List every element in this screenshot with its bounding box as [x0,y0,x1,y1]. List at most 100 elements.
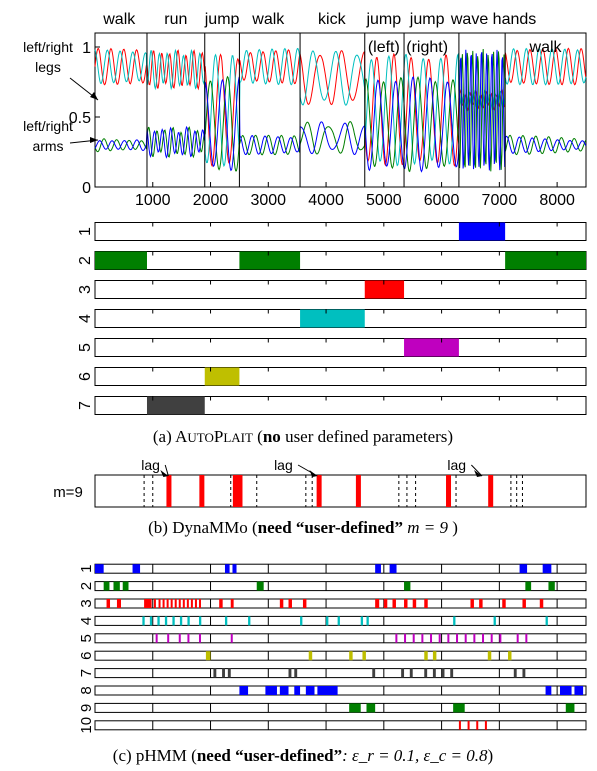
activity-label: (left) [368,39,400,56]
phmm-segmentation-panel: 1 2 3 4 5 6 7 8 9 10 [78,563,587,734]
phmm-segment [438,633,441,643]
phmm-segment [493,616,496,626]
phmm-segment [404,633,407,643]
phmm-segment [302,599,307,608]
phmm-segment [113,581,120,591]
phmm-row-frame [94,563,587,574]
phmm-segment [198,616,202,626]
dynammo-segment-bar [166,475,172,507]
y-tick-label: 0 [82,180,91,197]
phmm-segment [248,616,251,626]
regime-row-frame [94,280,587,299]
phmm-segment [116,599,121,608]
activity-label: jump [204,11,240,28]
dynammo-segment-bar [446,475,452,507]
phmm-segment [447,633,450,643]
phmm-segment [548,581,555,591]
phmm-segment [412,599,417,608]
phmm-row-frame [94,615,587,626]
phmm-row-label: 6 [78,652,95,660]
phmm-row-frame [94,633,587,644]
legs-annotation-line1: left/right [23,39,73,55]
phmm-segment [513,668,517,678]
phmm-segment [372,668,376,678]
phmm-segment [326,616,329,626]
signal-line [94,48,587,173]
phmm-segment [132,564,141,574]
activity-label: jump [409,11,445,28]
caption-part: ) [488,746,494,765]
phmm-segment [305,686,315,695]
phmm-segment [487,651,492,661]
legs-annotation-line2: legs [35,59,61,75]
activity-label: kick [318,11,347,28]
phmm-row-label: 8 [78,686,95,694]
phmm-segment [467,720,470,730]
caption-part: A [175,427,188,446]
phmm-segment [458,720,461,730]
regime-row-frame [94,367,587,386]
phmm-segment [539,599,544,608]
dynammo-row-frame [94,474,587,508]
phmm-segment [157,616,160,626]
phmm-segment [190,599,193,608]
phmm-segment [256,581,264,591]
caption-dynammo: (b) DynaMMo (need “user-defined” m = 9 ) [148,518,458,537]
x-tick-label: 8000 [539,192,575,209]
phmm-row-frame [94,581,587,592]
activity-label: walk [102,11,136,28]
phmm-segment [198,599,201,608]
phmm-segment [213,668,217,678]
phmm-segment [360,616,364,626]
signal-line [94,49,587,173]
x-tick-label: 7000 [482,192,518,209]
phmm-row-label: 9 [78,704,95,712]
regime-row-label: 5 [77,343,94,352]
phmm-segment [516,633,519,643]
phmm-segment [430,633,433,643]
phmm-segment [155,633,158,643]
phmm-segment [186,599,189,608]
phmm-segment [167,633,170,643]
caption-part: user defined parameters) [281,427,453,446]
phmm-segment [224,616,228,626]
y-tick-label: 0.5 [69,110,91,127]
phmm-segment [560,686,572,695]
phmm-segment [499,633,502,643]
regime-row-label: 6 [77,372,94,381]
dynammo-segment-bar [237,475,243,507]
lag-arrowhead [160,470,169,477]
phmm-segment [479,599,483,608]
phmm-segment [542,564,552,574]
phmm-segment [432,651,437,661]
caption-part: need “user-defined” [258,518,403,537]
phmm-segment [349,703,361,713]
lag-label: lag [447,457,466,473]
regime-segment [95,251,147,270]
phmm-segment [383,599,388,608]
phmm-segment [453,703,465,713]
phmm-segment [432,668,436,678]
phmm-segment [224,564,230,574]
dynammo-row-label: m=9 [53,484,83,501]
regime-row-label: 4 [77,314,94,323]
phmm-row-label: 1 [78,565,95,573]
caption-part: need “user-defined” [197,746,342,765]
phmm-row-frame [94,598,587,609]
regime-row-label: 1 [77,227,94,236]
phmm-segment [279,686,289,695]
caption-part: UTO [187,430,213,445]
caption-part: no [263,427,281,446]
phmm-row-label: 10 [78,717,95,734]
phmm-segment [179,616,183,626]
caption-part: (c) pHMM ( [113,746,197,765]
phmm-segment [404,599,408,608]
legs-annotation-arrowhead [90,92,98,100]
x-tick-label: 2000 [193,192,229,209]
phmm-segment [162,599,165,608]
regime-row-frame [94,338,587,357]
regime-segment [505,251,586,270]
phmm-segment [300,616,303,626]
phmm-segment [103,581,110,591]
